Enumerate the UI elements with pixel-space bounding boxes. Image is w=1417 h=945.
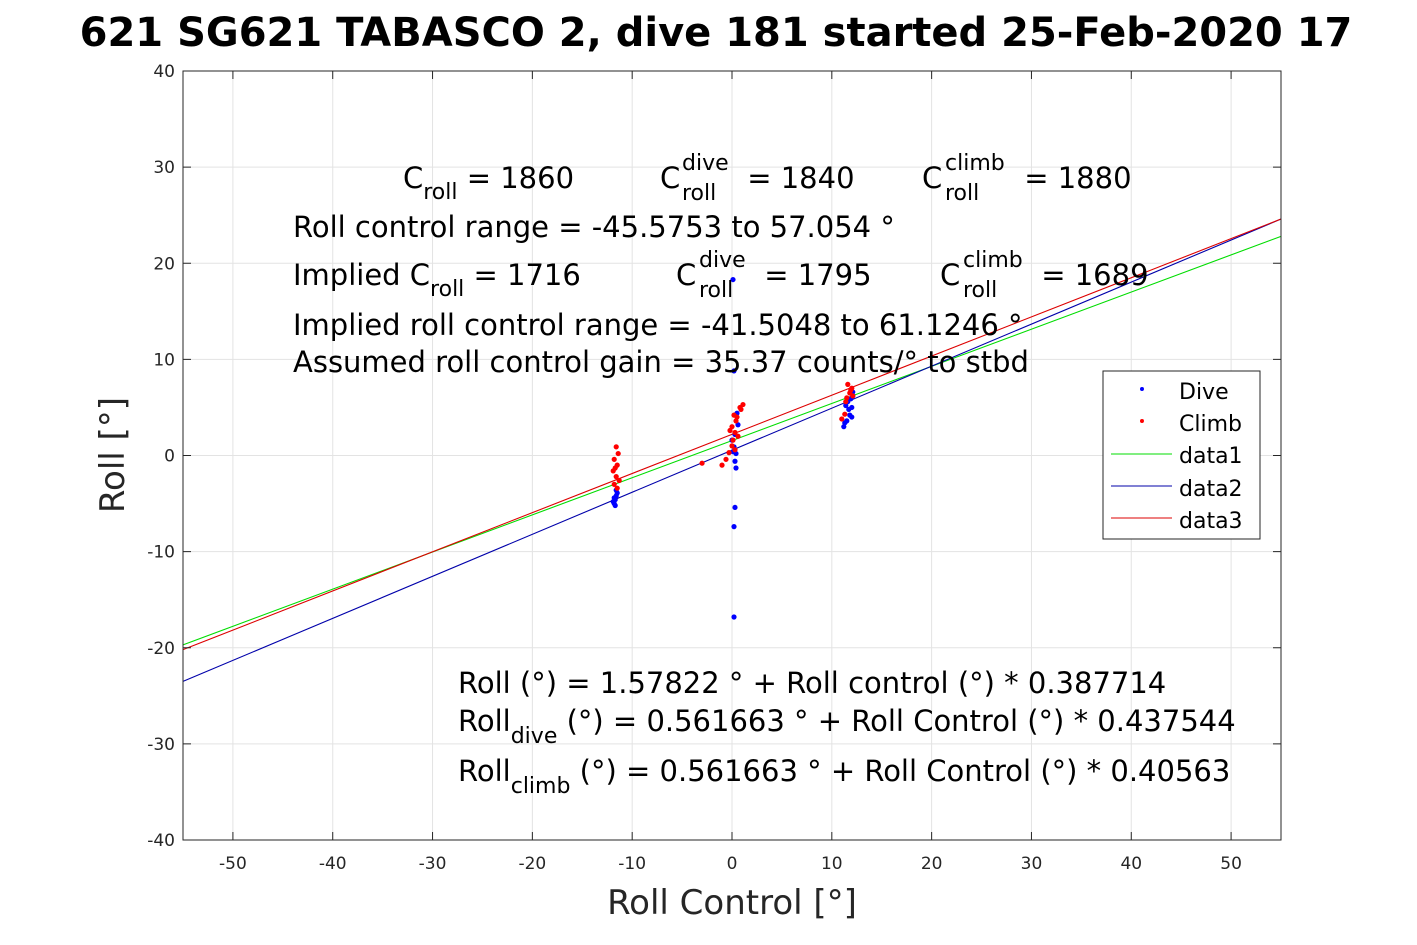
point-dive bbox=[846, 406, 852, 412]
point-climb bbox=[732, 429, 738, 436]
legend-dive: Dive bbox=[1179, 380, 1229, 405]
y-axis-label: Roll [°] bbox=[93, 397, 133, 513]
y-tick-label: -10 bbox=[147, 543, 175, 563]
point-climb bbox=[616, 477, 622, 484]
legend-data3: data3 bbox=[1179, 509, 1243, 534]
point-dive bbox=[849, 414, 855, 420]
point-climb bbox=[729, 424, 735, 430]
y-tick-label: -20 bbox=[147, 639, 175, 659]
point-dive bbox=[732, 504, 738, 511]
point-climb bbox=[737, 404, 743, 411]
point-dive bbox=[731, 524, 737, 530]
x-tick-label: -50 bbox=[219, 854, 247, 874]
point-climb bbox=[613, 474, 619, 480]
annotation-c-dive: Cdive roll = 1840 bbox=[660, 151, 855, 206]
tick-labels: -50 -40 -30 -20 -10 0 10 20 30 40 50 -40 -30 -20 -10 0 1… bbox=[147, 62, 1281, 874]
point-climb bbox=[729, 443, 735, 449]
y-tick-label: -40 bbox=[147, 831, 175, 851]
annotation-implied-range: Implied roll control range = -41.5048 to… bbox=[293, 308, 1023, 342]
point-climb bbox=[734, 414, 740, 420]
point-dive bbox=[612, 502, 618, 509]
point-climb bbox=[850, 393, 856, 399]
y-tick-label: 10 bbox=[153, 350, 175, 370]
legend: Dive Climb data1 data2 data3 bbox=[1102, 370, 1261, 540]
point-climb bbox=[615, 450, 621, 457]
point-dive bbox=[731, 614, 737, 620]
point-climb bbox=[613, 444, 619, 450]
data-points bbox=[610, 276, 856, 620]
series-line-data3 bbox=[182, 218, 1282, 651]
x-tick-label: 40 bbox=[1120, 854, 1142, 874]
point-dive bbox=[735, 422, 741, 428]
point-climb bbox=[723, 456, 729, 462]
point-dive bbox=[611, 495, 617, 501]
point-climb bbox=[719, 462, 725, 468]
annotation-fit-all: Roll (°) = 1.57822 ° + Roll control (°) … bbox=[458, 666, 1166, 700]
point-climb bbox=[732, 447, 738, 453]
point-climb bbox=[611, 456, 617, 462]
point-climb bbox=[611, 481, 617, 487]
y-tick-label: 40 bbox=[153, 62, 175, 82]
legend-dive-marker bbox=[1140, 387, 1144, 391]
point-climb bbox=[614, 485, 620, 491]
point-dive bbox=[730, 276, 736, 283]
point-climb bbox=[735, 433, 741, 439]
point-climb bbox=[699, 460, 705, 466]
x-tick-label: -30 bbox=[419, 854, 447, 874]
point-dive bbox=[843, 402, 849, 409]
point-dive bbox=[731, 368, 737, 374]
point-dive bbox=[733, 465, 739, 471]
x-axis-label: Roll Control [°] bbox=[607, 883, 857, 923]
legend-data1: data1 bbox=[1179, 444, 1243, 469]
point-climb bbox=[612, 465, 618, 471]
annotation-gain: Assumed roll control gain = 35.37 counts… bbox=[293, 345, 1029, 379]
x-tick-label: -10 bbox=[618, 854, 646, 874]
legend-data2: data2 bbox=[1179, 477, 1243, 502]
y-tick-label: 0 bbox=[164, 447, 175, 467]
legend-climb: Climb bbox=[1179, 412, 1242, 437]
annotation-fit-dive: Rolldive (°) = 0.561663 ° + Roll Control… bbox=[458, 704, 1236, 749]
y-tick-label: -30 bbox=[147, 735, 175, 755]
annotation-implied-c-roll: Implied Croll = 1716 bbox=[293, 258, 581, 302]
x-tick-label: 30 bbox=[1021, 854, 1043, 874]
point-climb bbox=[727, 427, 733, 434]
x-tick-label: -40 bbox=[319, 854, 347, 874]
annotation-roll-range: Roll control range = -45.5753 to 57.054 … bbox=[293, 210, 895, 244]
x-tick-label: 20 bbox=[921, 854, 943, 874]
chart-title: 621 SG621 TABASCO 2, dive 181 started 25… bbox=[80, 10, 1353, 56]
x-tick-label: 10 bbox=[821, 854, 843, 874]
point-climb bbox=[843, 399, 849, 405]
point-climb bbox=[839, 416, 845, 422]
y-tick-label: 30 bbox=[153, 158, 175, 178]
point-dive bbox=[842, 420, 848, 426]
annotation-c-roll: Croll = 1860 bbox=[403, 161, 574, 205]
point-climb bbox=[726, 450, 732, 456]
point-climb bbox=[730, 437, 736, 443]
x-tick-label: -20 bbox=[518, 854, 546, 874]
x-tick-label: 50 bbox=[1220, 854, 1242, 874]
legend-box bbox=[1102, 370, 1261, 540]
y-tick-label: 20 bbox=[153, 254, 175, 274]
x-tick-label: 0 bbox=[727, 854, 738, 874]
annotation-fit-climb: Rollclimb (°) = 0.561663 ° + Roll Contro… bbox=[458, 754, 1230, 799]
legend-climb-marker bbox=[1140, 419, 1144, 423]
point-climb bbox=[845, 381, 851, 387]
point-dive bbox=[732, 458, 738, 464]
point-climb bbox=[842, 411, 848, 417]
point-climb bbox=[848, 387, 854, 393]
